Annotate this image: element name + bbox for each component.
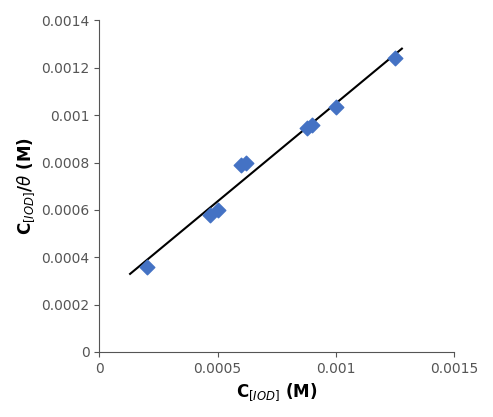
Point [237,161,245,168]
Point [303,125,311,131]
Point [207,211,214,218]
Point [332,103,340,110]
Point [142,264,150,270]
Point [213,206,221,213]
Point [308,121,316,128]
Y-axis label: C$_{[IOD]}$/$\theta$ (M): C$_{[IOD]}$/$\theta$ (M) [15,137,36,235]
Point [391,55,399,62]
X-axis label: C$_{[IOD]}$ (M): C$_{[IOD]}$ (M) [236,381,317,402]
Point [242,159,250,166]
